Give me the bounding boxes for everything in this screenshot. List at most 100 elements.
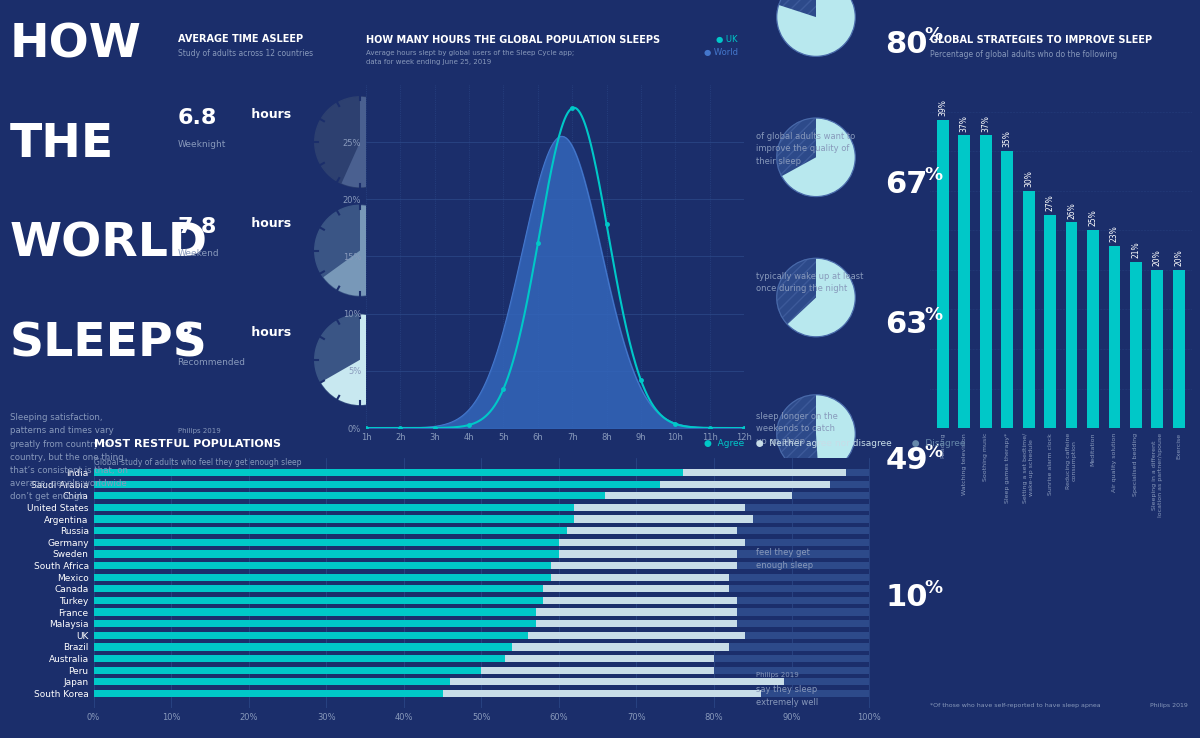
Bar: [714, 666, 869, 674]
Text: 6.8: 6.8: [178, 108, 217, 128]
Wedge shape: [787, 258, 856, 337]
Bar: [1109, 246, 1121, 428]
Bar: [761, 690, 869, 697]
Bar: [94, 504, 575, 511]
Bar: [94, 539, 559, 546]
Wedge shape: [816, 395, 856, 473]
Bar: [535, 620, 737, 627]
Wedge shape: [781, 118, 856, 196]
Bar: [481, 666, 714, 674]
Circle shape: [776, 118, 856, 196]
Bar: [1044, 215, 1056, 428]
Text: Global study of adults who feel they get enough sleep: Global study of adults who feel they get…: [94, 458, 301, 466]
Text: ●  Disagree: ● Disagree: [906, 439, 966, 448]
Bar: [94, 655, 505, 662]
Text: 21%: 21%: [1132, 241, 1140, 258]
Text: HOW MANY HOURS THE GLOBAL POPULATION SLEEPS: HOW MANY HOURS THE GLOBAL POPULATION SLE…: [366, 35, 660, 45]
Text: 37%: 37%: [982, 114, 990, 131]
Text: SLEEPS: SLEEPS: [10, 321, 208, 366]
Text: 20%: 20%: [1175, 249, 1183, 266]
Bar: [544, 597, 737, 604]
Bar: [94, 644, 512, 651]
Text: 10: 10: [886, 583, 928, 612]
Text: 7.8: 7.8: [178, 217, 217, 237]
Text: Weekend: Weekend: [178, 249, 220, 258]
Wedge shape: [342, 97, 406, 187]
Bar: [512, 644, 730, 651]
Bar: [94, 609, 535, 615]
Bar: [94, 632, 528, 639]
Bar: [737, 562, 869, 569]
Text: feel they get
enough sleep: feel they get enough sleep: [756, 548, 814, 570]
Bar: [714, 655, 869, 662]
Text: Philips 2019: Philips 2019: [756, 672, 799, 677]
Text: 30%: 30%: [1024, 170, 1033, 187]
Text: 37%: 37%: [960, 114, 968, 131]
Bar: [559, 551, 737, 557]
Bar: [94, 551, 559, 557]
Text: ●  Agree: ● Agree: [703, 439, 744, 448]
Text: HOW: HOW: [10, 22, 142, 67]
Bar: [1172, 270, 1184, 428]
Text: 35%: 35%: [1003, 131, 1012, 148]
Bar: [94, 678, 450, 686]
Text: 27%: 27%: [1045, 194, 1055, 210]
Bar: [737, 551, 869, 557]
Text: sleep longer on the
weekends to catch
up on sleep: sleep longer on the weekends to catch up…: [756, 412, 838, 446]
Text: 26%: 26%: [1067, 201, 1076, 218]
Bar: [784, 678, 869, 686]
Bar: [450, 678, 784, 686]
Bar: [559, 539, 745, 546]
Text: hours: hours: [247, 326, 292, 339]
Bar: [94, 527, 566, 534]
Text: GLOBAL STRATEGIES TO IMPROVE SLEEP: GLOBAL STRATEGIES TO IMPROVE SLEEP: [930, 35, 1152, 45]
Bar: [94, 515, 575, 523]
Bar: [745, 539, 869, 546]
Text: hours: hours: [247, 217, 292, 230]
Bar: [937, 120, 949, 428]
Bar: [505, 655, 714, 662]
Bar: [1087, 230, 1099, 428]
Wedge shape: [323, 205, 406, 296]
Text: 20%: 20%: [1153, 249, 1162, 266]
Bar: [745, 504, 869, 511]
Bar: [94, 562, 551, 569]
Text: Average hours slept by global users of the Sleep Cycle app;: Average hours slept by global users of t…: [366, 50, 575, 56]
Bar: [606, 492, 792, 500]
Bar: [683, 469, 846, 476]
Bar: [575, 515, 752, 523]
Bar: [959, 136, 971, 428]
Text: Percentage of global adults who do the following: Percentage of global adults who do the f…: [930, 50, 1117, 59]
Text: ●  Neither agree nor disagree: ● Neither agree nor disagree: [750, 439, 892, 448]
Text: *Of those who have self-reported to have sleep apnea: *Of those who have self-reported to have…: [930, 703, 1100, 708]
Text: Weeknight: Weeknight: [178, 140, 226, 149]
Text: say they sleep
extremely well: say they sleep extremely well: [756, 685, 818, 706]
Bar: [1130, 262, 1141, 428]
Circle shape: [776, 531, 856, 610]
Text: 80: 80: [886, 30, 928, 58]
Bar: [737, 609, 869, 615]
Bar: [730, 573, 869, 581]
Text: Philips 2019: Philips 2019: [1150, 703, 1188, 708]
Bar: [1151, 270, 1163, 428]
Text: %: %: [924, 166, 942, 184]
Bar: [730, 644, 869, 651]
Bar: [737, 527, 869, 534]
Text: 63: 63: [886, 310, 928, 339]
Bar: [528, 632, 745, 639]
Circle shape: [314, 205, 406, 296]
Text: %: %: [924, 579, 942, 597]
Text: THE: THE: [10, 122, 114, 167]
Bar: [846, 469, 869, 476]
Bar: [737, 597, 869, 604]
Bar: [94, 469, 683, 476]
Circle shape: [776, 395, 856, 473]
Text: Sleeping satisfaction,
patterns and times vary
greatly from country to
country, : Sleeping satisfaction, patterns and time…: [10, 413, 127, 502]
Text: MOST RESTFUL POPULATIONS: MOST RESTFUL POPULATIONS: [94, 439, 281, 449]
Bar: [730, 585, 869, 593]
Bar: [566, 527, 737, 534]
Text: typically wake up at least
once during the night: typically wake up at least once during t…: [756, 272, 863, 293]
Text: of global adults want to
improve the quality of
their sleep: of global adults want to improve the qua…: [756, 131, 856, 165]
Text: Philips 2019: Philips 2019: [178, 428, 221, 434]
Bar: [1022, 191, 1034, 428]
